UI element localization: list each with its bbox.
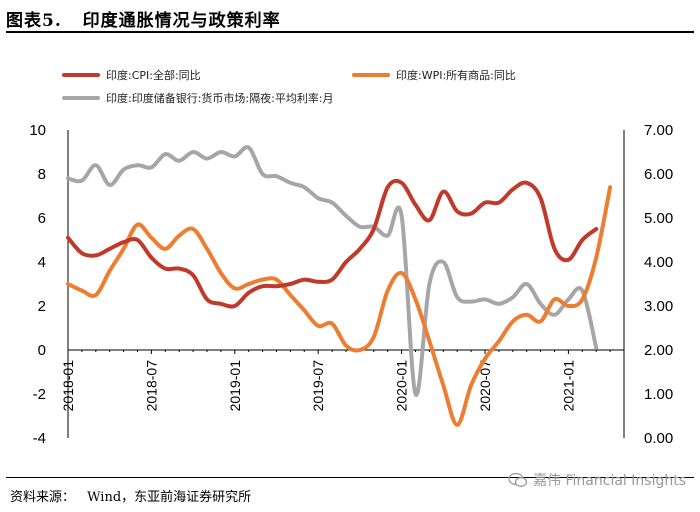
source-label: 资料来源： bbox=[10, 490, 76, 505]
left-tick-label: -4 bbox=[33, 430, 46, 447]
source-rule bbox=[6, 477, 694, 478]
legend-label: 印度:CPI:全部:同比 bbox=[106, 68, 201, 82]
right-tick-label: 3.00 bbox=[644, 298, 673, 315]
x-tick-label: 2018-01 bbox=[60, 360, 76, 412]
wpi-series-line bbox=[66, 185, 613, 427]
right-tick-label: 1.00 bbox=[644, 386, 673, 403]
title-rule bbox=[6, 31, 694, 33]
chart-area: 印度:CPI:全部:同比 印度:WPI:所有商品:同比印度:印度储备银行:货币市场… bbox=[29, 68, 673, 447]
x-tick-label: 2019-07 bbox=[310, 360, 326, 412]
x-tick-label: 2020-07 bbox=[477, 360, 493, 412]
source-note: 资料来源： Wind，东亚前海证券研究所 bbox=[10, 486, 251, 505]
left-tick-label: 2 bbox=[38, 298, 46, 315]
x-tick-label: 2018-07 bbox=[143, 360, 159, 412]
legend: 印度:CPI:全部:同比 印度:WPI:所有商品:同比印度:印度储备银行:货币市场… bbox=[62, 68, 516, 105]
x-tick-label: 2021-01 bbox=[560, 360, 576, 412]
legend-item-cpi: 印度:CPI:全部:同比 bbox=[62, 68, 201, 82]
left-tick-label: -2 bbox=[33, 386, 46, 403]
axes: -4 -2 0 2 4 6 8 10 0.00 1.00 2.00 3.00 4.00 5.00 6.00 7… bbox=[29, 122, 673, 447]
right-tick-label: 4.00 bbox=[644, 254, 673, 271]
right-tick-label: 6.00 bbox=[644, 166, 673, 183]
x-tick-label: 2020-01 bbox=[394, 360, 410, 412]
watermark-text: 嘉伟 Financial Insights bbox=[533, 473, 686, 489]
left-tick-label: 4 bbox=[38, 254, 46, 271]
watermark: 嘉伟 Financial Insights bbox=[508, 470, 686, 490]
wechat-icon bbox=[508, 472, 528, 487]
left-tick-label: 8 bbox=[38, 166, 46, 183]
source-text: Wind，东亚前海证券研究所 bbox=[87, 490, 252, 505]
left-tick-label: 0 bbox=[38, 342, 46, 359]
right-tick-label: 5.00 bbox=[644, 210, 673, 227]
x-tick-label: 2019-01 bbox=[227, 360, 243, 412]
legend-label: 印度:WPI:所有商品:同比 bbox=[396, 68, 516, 82]
figure-title: 图表5. 印度通胀情况与政策利率 bbox=[6, 6, 281, 31]
cpi-series-line bbox=[66, 178, 599, 309]
left-tick-label: 10 bbox=[29, 122, 46, 139]
plot-lines bbox=[66, 145, 613, 427]
legend-label: 印度:印度储备银行:货币市场:隔夜:平均利率:月 bbox=[106, 91, 334, 105]
overnight-rate-series-line bbox=[66, 145, 599, 397]
legend-item-wpi: 印度:WPI:所有商品:同比 bbox=[352, 68, 516, 82]
right-tick-label: 7.00 bbox=[644, 122, 673, 139]
figure-number: 图表5. bbox=[6, 11, 62, 31]
legend-item-overnight-rate: 印度:印度储备银行:货币市场:隔夜:平均利率:月 bbox=[62, 91, 334, 105]
left-tick-label: 6 bbox=[38, 210, 46, 227]
right-tick-label: 2.00 bbox=[644, 342, 673, 359]
right-tick-label: 0.00 bbox=[644, 430, 673, 447]
figure-title-text: 印度通胀情况与政策利率 bbox=[82, 11, 281, 31]
